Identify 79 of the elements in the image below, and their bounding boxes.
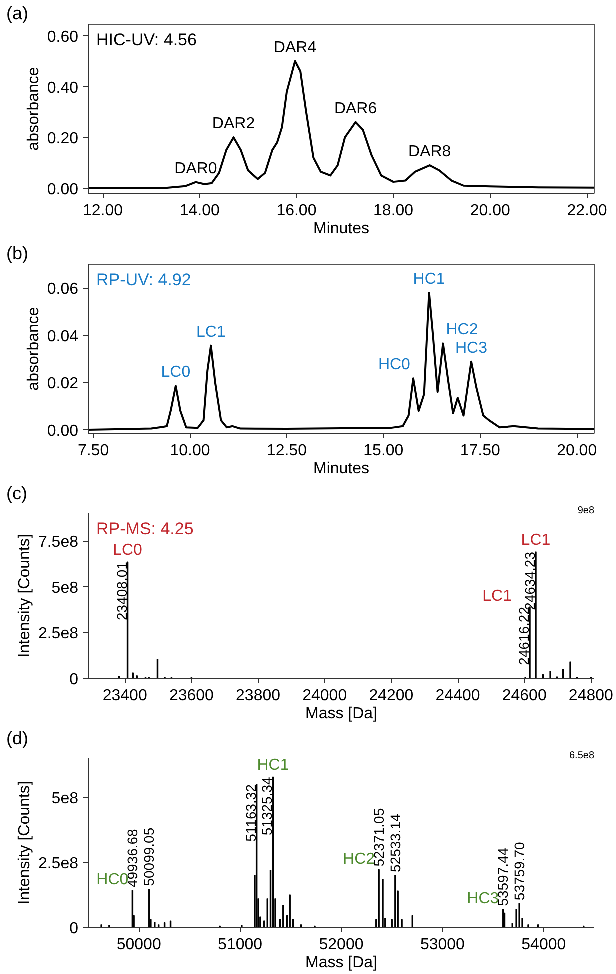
x-axis-title: Mass [Da] <box>305 954 378 972</box>
annotation: 51325.34 <box>259 777 276 836</box>
x-tick-label: 17.50 <box>460 442 500 460</box>
y-tick-label: 5e8 <box>52 580 79 597</box>
y-axis-title: Intensity [Counts] <box>16 781 34 905</box>
annotation: HC0 <box>378 356 411 374</box>
y-tick-label: 0.02 <box>47 376 79 393</box>
chart-title: (b) <box>6 244 28 264</box>
y-tick-label: 5e8 <box>52 790 79 808</box>
y-axis-title: Intensity [Counts] <box>16 534 34 658</box>
annotation: 53759.70 <box>512 842 528 901</box>
x-tick-label: 16.00 <box>276 202 317 220</box>
y-tick-label: 0 <box>70 920 79 938</box>
x-tick-label: 22.00 <box>567 202 608 220</box>
x-tick-label: 7.50 <box>78 442 110 460</box>
chart-subtitle: RP-MS: 4.25 <box>96 520 194 538</box>
annotation: 6.5e8 <box>569 750 595 762</box>
x-tick-label: 51000 <box>218 936 263 954</box>
x-tick-label: 20.00 <box>470 202 511 220</box>
annotation: 50099.05 <box>141 828 158 886</box>
x-tick-label: 23800 <box>236 688 281 704</box>
annotation: 24616.22 <box>516 606 532 666</box>
x-tick-label: 54000 <box>522 936 566 954</box>
x-tick-label: 52000 <box>319 936 364 954</box>
x-tick-label: 50000 <box>116 936 162 954</box>
y-tick-label: 0 <box>70 672 79 688</box>
annotation: 23408.01 <box>114 562 130 620</box>
chart-title: (c) <box>6 484 28 504</box>
x-tick-label: 10.00 <box>170 442 210 460</box>
x-axis-title: Minutes <box>313 220 370 238</box>
x-tick-label: 14.00 <box>180 202 220 220</box>
x-tick-label: 24000 <box>302 688 348 704</box>
x-axis-title: Mass [Da] <box>305 706 378 722</box>
annotation: LC0 <box>113 542 143 560</box>
y-tick-label: 0.60 <box>47 28 79 46</box>
annotation: DAR4 <box>274 39 317 56</box>
annotation: DAR6 <box>334 100 378 118</box>
x-tick-label: 24600 <box>502 688 547 704</box>
y-tick-label: 0.20 <box>47 130 79 148</box>
annotation: LC0 <box>161 364 191 382</box>
x-tick-label: 24200 <box>369 688 414 704</box>
x-tick-label: 53000 <box>420 936 466 954</box>
x-tick-label: 15.00 <box>364 442 404 460</box>
x-tick-label: 20.00 <box>557 442 598 460</box>
y-tick-label: 2.5e8 <box>38 626 79 643</box>
y-tick-label: 2.5e8 <box>38 856 79 872</box>
annotation: LC1 <box>521 532 551 549</box>
annotation: HC1 <box>257 757 290 774</box>
x-tick-label: 12.00 <box>83 202 124 220</box>
x-tick-label: 23400 <box>102 688 148 704</box>
y-tick-label: 0.00 <box>47 422 79 440</box>
annotation: LC1 <box>482 588 512 605</box>
chart-title: (d) <box>6 728 28 748</box>
annotation: 9e8 <box>578 506 595 516</box>
x-tick-label: 18.00 <box>374 202 414 220</box>
annotation: HC3 <box>455 340 488 357</box>
y-axis-title: absorbance <box>25 307 42 391</box>
annotation: DAR2 <box>212 116 256 133</box>
annotation: DAR8 <box>408 144 452 161</box>
y-tick-label: 0.06 <box>47 281 79 298</box>
chart-title: (a) <box>6 4 28 24</box>
annotation: HC1 <box>413 270 446 288</box>
x-axis-title: Minutes <box>313 460 370 478</box>
annotation: DAR0 <box>174 160 218 178</box>
y-tick-label: 7.5e8 <box>38 534 79 551</box>
annotation: 51163.32 <box>242 784 259 842</box>
chart-subtitle: RP-UV: 4.92 <box>96 270 192 290</box>
annotation: 52533.14 <box>387 814 404 872</box>
y-tick-label: 0.40 <box>47 80 79 97</box>
y-tick-label: 0.04 <box>47 328 79 346</box>
x-tick-label: 24800 <box>568 688 614 704</box>
annotation: LC1 <box>196 324 226 341</box>
annotation: HC2 <box>446 322 478 339</box>
chart-subtitle: HIC-UV: 4.56 <box>96 30 197 50</box>
y-tick-label: 0.00 <box>47 181 79 198</box>
x-tick-label: 12.50 <box>266 442 308 460</box>
y-axis-title: absorbance <box>25 67 42 151</box>
x-tick-label: 24400 <box>436 688 480 704</box>
x-tick-label: 23600 <box>169 688 214 704</box>
